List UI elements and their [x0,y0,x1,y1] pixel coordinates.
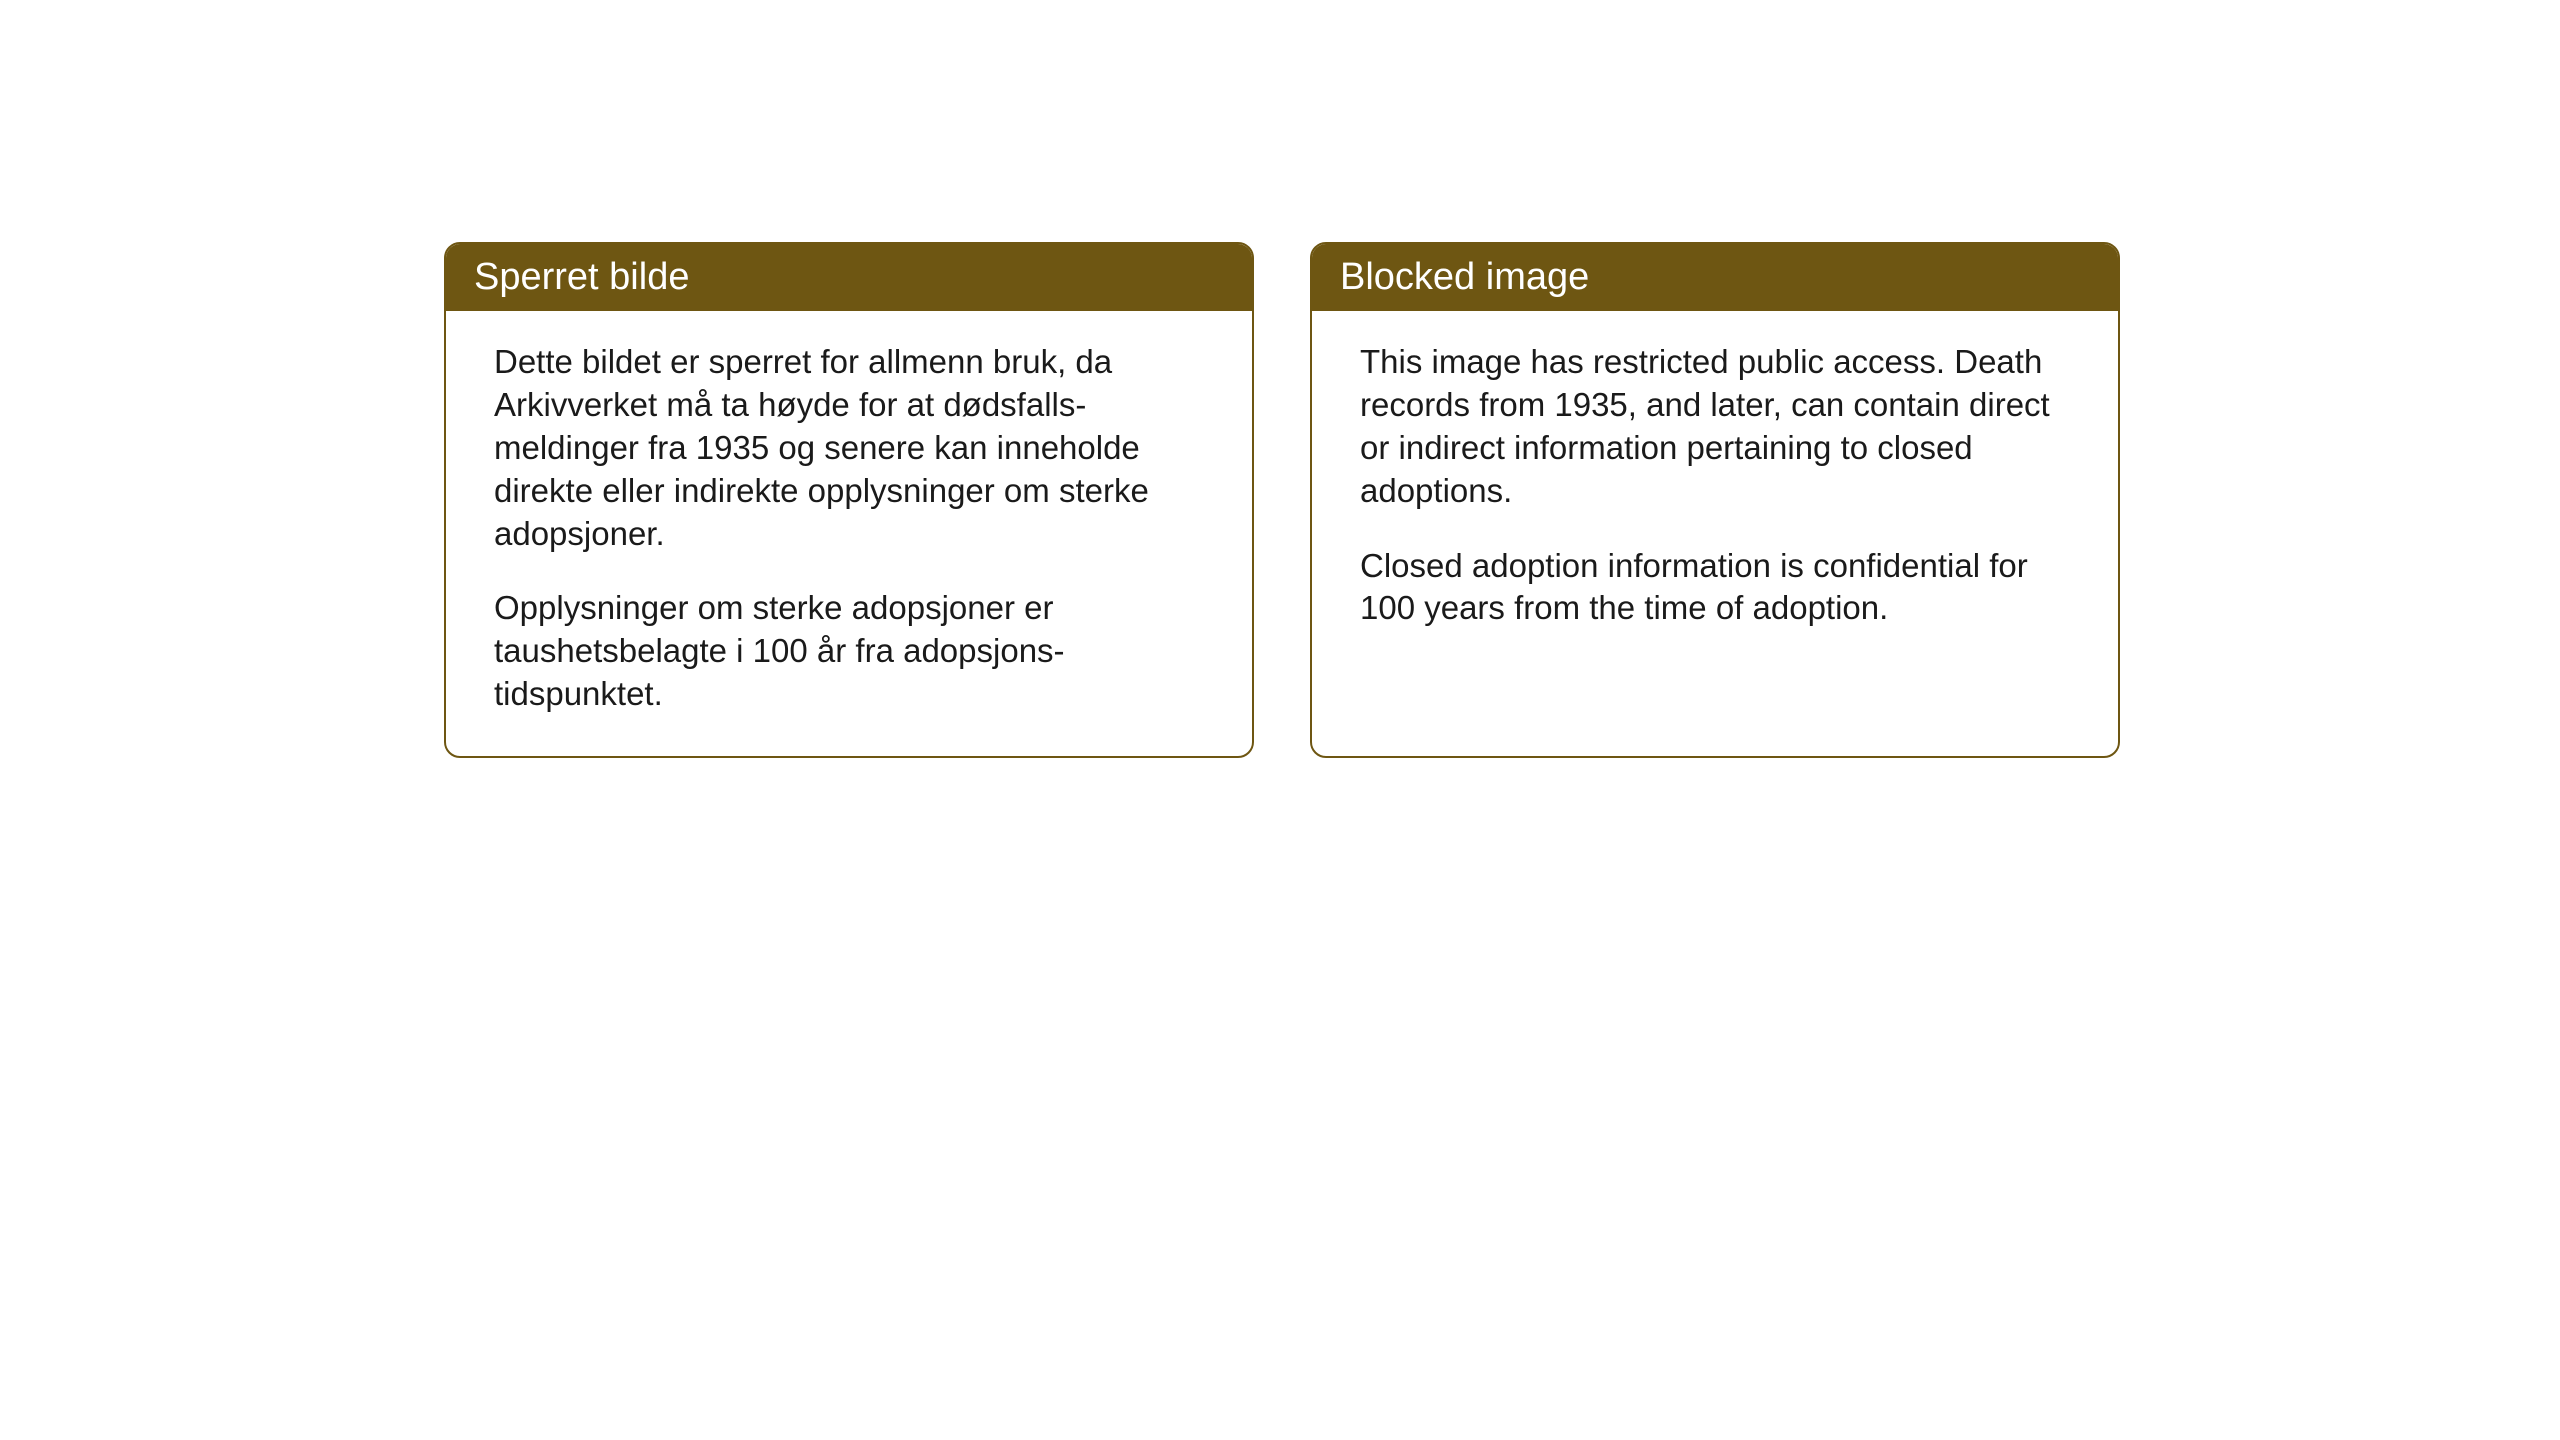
blocked-image-card-norwegian: Sperret bilde Dette bildet er sperret fo… [444,242,1254,758]
card-paragraph: This image has restricted public access.… [1360,341,2070,513]
card-paragraph: Closed adoption information is confident… [1360,545,2070,631]
card-header-norwegian: Sperret bilde [446,244,1252,311]
card-body-norwegian: Dette bildet er sperret for allmenn bruk… [446,311,1252,756]
card-title: Sperret bilde [474,256,689,298]
card-title: Blocked image [1340,256,1589,298]
card-paragraph: Dette bildet er sperret for allmenn bruk… [494,341,1204,555]
card-header-english: Blocked image [1312,244,2118,311]
blocked-image-card-english: Blocked image This image has restricted … [1310,242,2120,758]
message-cards-container: Sperret bilde Dette bildet er sperret fo… [444,242,2120,758]
card-paragraph: Opplysninger om sterke adopsjoner er tau… [494,587,1204,716]
card-body-english: This image has restricted public access.… [1312,311,2118,741]
